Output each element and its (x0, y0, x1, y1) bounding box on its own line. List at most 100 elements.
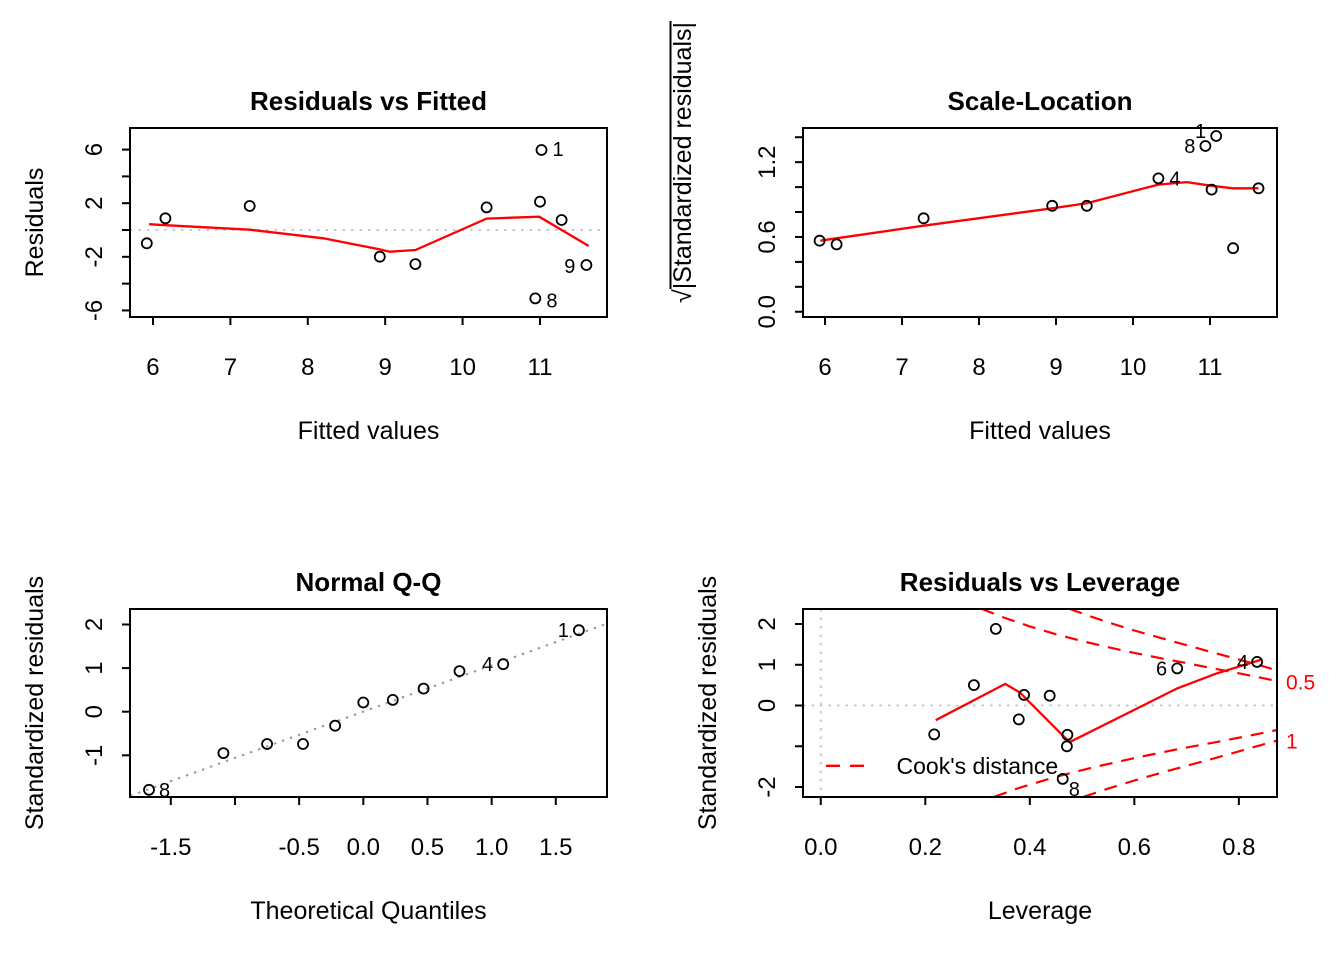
x-axis-label: Theoretical Quantiles (250, 897, 486, 925)
svg-text:Standardized residuals: Standardized residuals (694, 576, 722, 830)
svg-text:2: 2 (754, 617, 781, 630)
x-tick-label: -1.5 (150, 834, 191, 861)
x-tick-label: 10 (449, 354, 476, 381)
x-tick-label: 9 (378, 354, 391, 381)
panel-title: Scale-Location (948, 86, 1133, 116)
y-tick-label: 0 (81, 705, 108, 718)
y-tick-label: 1 (81, 661, 108, 674)
data-point (261, 738, 274, 750)
data-point (534, 195, 546, 208)
y-tick-label: 2 (81, 618, 108, 631)
x-tick-label: 0.4 (1013, 834, 1046, 861)
data-point (1061, 728, 1074, 741)
panel-normal-qq: 8 4 1 -1.5 -0.5 0.0 0.5 1.0 1.5 -1 0 1 2 Normal Q-Q Th… (21, 567, 608, 925)
x-tick-label: 0.0 (347, 834, 380, 861)
x-axis: 0.0 0.2 0.4 0.6 0.8 (804, 797, 1256, 861)
x-tick-label: 1.5 (539, 834, 572, 861)
x-tick-label: 6 (818, 354, 831, 381)
svg-text:0: 0 (754, 699, 781, 712)
x-tick-label: 6 (146, 354, 159, 381)
x-tick-label: -0.5 (278, 834, 319, 861)
data-point (968, 679, 980, 691)
y-axis: -6 -2 2 6 (81, 143, 130, 321)
y-axis-label: Standardized residuals (694, 576, 722, 830)
data-point (497, 658, 510, 671)
data-point (1205, 183, 1218, 196)
data-point (357, 696, 370, 709)
point-label-4: 4 (1169, 168, 1180, 190)
data-point (1018, 689, 1030, 701)
cook-level-label-1: 1 (1286, 730, 1298, 753)
legend-label: Cook's distance (897, 753, 1059, 779)
x-tick-label: 10 (1120, 354, 1147, 381)
plot-box (802, 608, 1278, 798)
y-tick-label: -2 (81, 246, 108, 267)
y-tick-label: -1 (81, 745, 108, 766)
point-label-1: 1 (558, 620, 569, 642)
y-tick-label: -2 (754, 776, 781, 797)
data-point (1251, 656, 1263, 668)
x-tick-label: 0.8 (1222, 834, 1255, 861)
data-point (813, 234, 826, 247)
svg-text:-6: -6 (81, 300, 108, 321)
panel-title: Normal Q-Q (296, 567, 442, 597)
data-point (297, 738, 309, 750)
x-axis-label: Fitted values (969, 417, 1111, 445)
data-point (480, 201, 493, 214)
svg-text:0: 0 (81, 705, 108, 718)
panel-title: Residuals vs Fitted (250, 86, 487, 116)
x-tick-label: 1.0 (475, 834, 508, 861)
point-label-6: 6 (1156, 658, 1167, 680)
svg-text:Standardized residuals: Standardized residuals (21, 576, 49, 830)
data-point (1061, 740, 1073, 753)
x-axis-label: Fitted values (298, 417, 440, 445)
point-label-9: 9 (564, 256, 575, 278)
x-axis: -1.5 -0.5 0.0 0.5 1.0 1.5 (150, 797, 572, 861)
data-point (555, 214, 568, 226)
svg-text:0.6: 0.6 (754, 220, 781, 253)
data-point (140, 237, 153, 250)
x-axis: 6 7 8 9 10 11 (146, 317, 552, 381)
point-label-8: 8 (1184, 136, 1195, 158)
data-point (1210, 130, 1223, 142)
data-point (1152, 172, 1165, 185)
x-axis: 6 7 8 9 10 11 (818, 317, 1222, 381)
y-axis-label: Standardized residuals (21, 576, 49, 830)
y-tick-label: 1.2 (754, 145, 781, 178)
smoother-line (820, 180, 1259, 242)
x-tick-label: 8 (301, 354, 314, 381)
data-point (1056, 773, 1069, 785)
y-tick-label: 2 (754, 617, 781, 630)
x-tick-label: 7 (895, 354, 908, 381)
y-tick-label: 2 (81, 197, 108, 210)
svg-text:0.0: 0.0 (754, 295, 781, 328)
point-label-8: 8 (1069, 779, 1080, 801)
y-tick-label: 0 (754, 699, 781, 712)
plot-box (129, 608, 608, 798)
point-label-4: 4 (1237, 652, 1248, 674)
panel-title: Residuals vs Leverage (900, 567, 1180, 597)
smoother-line (149, 215, 590, 253)
x-tick-label: 0.0 (804, 834, 837, 861)
x-tick-label: 11 (1198, 354, 1223, 381)
svg-text:-2: -2 (81, 246, 108, 267)
qq-reference-line (129, 622, 608, 797)
svg-text:6: 6 (81, 143, 108, 156)
data-point (329, 719, 342, 732)
x-tick-label: 11 (528, 354, 553, 381)
data-point (989, 623, 1002, 635)
data-point (928, 728, 941, 741)
data-point (243, 200, 256, 212)
cook-contour-0.5-upper (981, 607, 1278, 683)
data-point (143, 783, 155, 796)
data-point (1043, 689, 1056, 702)
svg-text:1.2: 1.2 (754, 145, 781, 178)
point-label-8: 8 (546, 290, 557, 312)
data-point (1046, 199, 1059, 212)
cook-level-label-0.5: 0.5 (1286, 671, 1315, 694)
data-point (1227, 242, 1239, 255)
point-label-1: 1 (1195, 121, 1206, 143)
